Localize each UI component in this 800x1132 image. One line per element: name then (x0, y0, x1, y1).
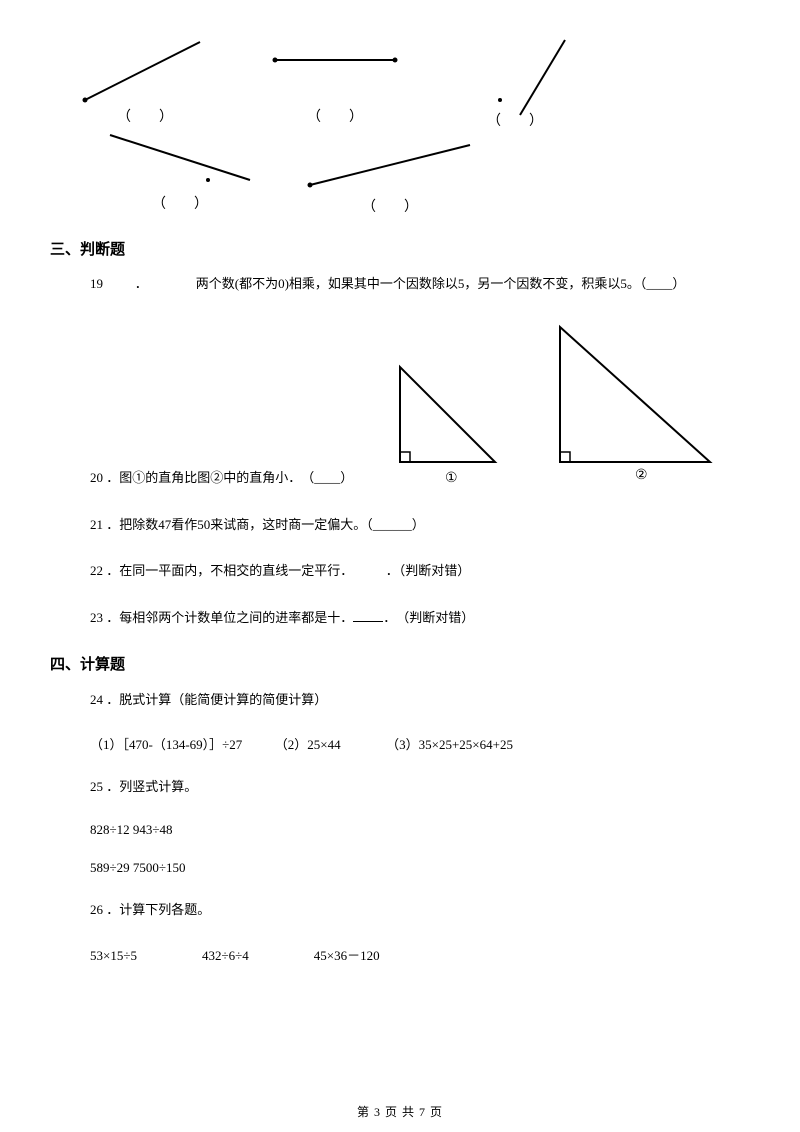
triangle-1 (380, 342, 510, 472)
figure-1-blank: （ ） (75, 106, 215, 126)
question-25-line1: 828÷12 943÷48 (90, 822, 750, 838)
line-figures-row-2: （ ） （ ） (50, 140, 750, 220)
question-26-title: 26 ．计算下列各题。 (90, 898, 750, 923)
q19-dot: ． (129, 273, 153, 292)
figure-1: （ ） (75, 30, 215, 126)
figure-4-blank: （ ） (100, 193, 260, 213)
q23-text-b: ． （判断对错） (383, 610, 474, 625)
figure-4: （ ） (100, 125, 260, 213)
question-19: 19 ． 两个数(都不为0)相乘，如果其中一个因数除以5，另一个因数不变，积乘以… (90, 273, 750, 292)
figure-3: （ ） (460, 30, 600, 130)
triangle-2 (540, 322, 730, 472)
figure-2: （ ） (260, 30, 410, 126)
q19-number: 19 (90, 276, 126, 292)
q23-text-a: 23 ．每相邻两个计数单位之间的进率都是十． (90, 610, 353, 625)
page-footer: 第 3 页 共 7 页 (0, 1103, 800, 1120)
q19-text: 两个数(都不为0)相乘，如果其中一个因数除以5，另一个因数不变，积乘以5。（__… (196, 276, 686, 291)
section-3-title: 三、判断题 (50, 238, 750, 259)
question-25-line2: 589÷29 7500÷150 (90, 860, 750, 876)
figure-5-blank: （ ） (300, 196, 480, 216)
question-20: ① ② 20 ．图①的直角比图②中的直角小． （____） (50, 322, 750, 491)
section-4-title: 四、计算题 (50, 653, 750, 674)
question-25-title: 25 ．列竖式计算。 (90, 775, 750, 800)
triangle-2-label: ② (635, 467, 648, 484)
figure-5: （ ） (300, 130, 480, 216)
question-23: 23 ．每相邻两个计数单位之间的进率都是十． ． （判断对错） (90, 606, 750, 631)
question-22: 22 ．在同一平面内，不相交的直线一定平行． ．（判断对错） (90, 559, 750, 584)
question-24-title: 24 ．脱式计算（能简便计算的简便计算） (90, 688, 750, 713)
question-21: 21 ．把除数47看作50来试商，这时商一定偏大。（______） (90, 513, 750, 538)
triangle-1-label: ① (445, 470, 458, 487)
question-24-items: （1）［470-（134-69）］÷27 （2）25×44 （3）35×25+2… (90, 734, 750, 753)
figure-2-blank: （ ） (260, 106, 410, 126)
q23-blank (353, 609, 383, 622)
line-figures-row-1: （ ） （ ） （ ） (50, 30, 750, 140)
figure-3-blank: （ ） (430, 110, 600, 130)
question-26-items: 53×15÷5 432÷6÷4 45×36－120 (90, 945, 750, 964)
